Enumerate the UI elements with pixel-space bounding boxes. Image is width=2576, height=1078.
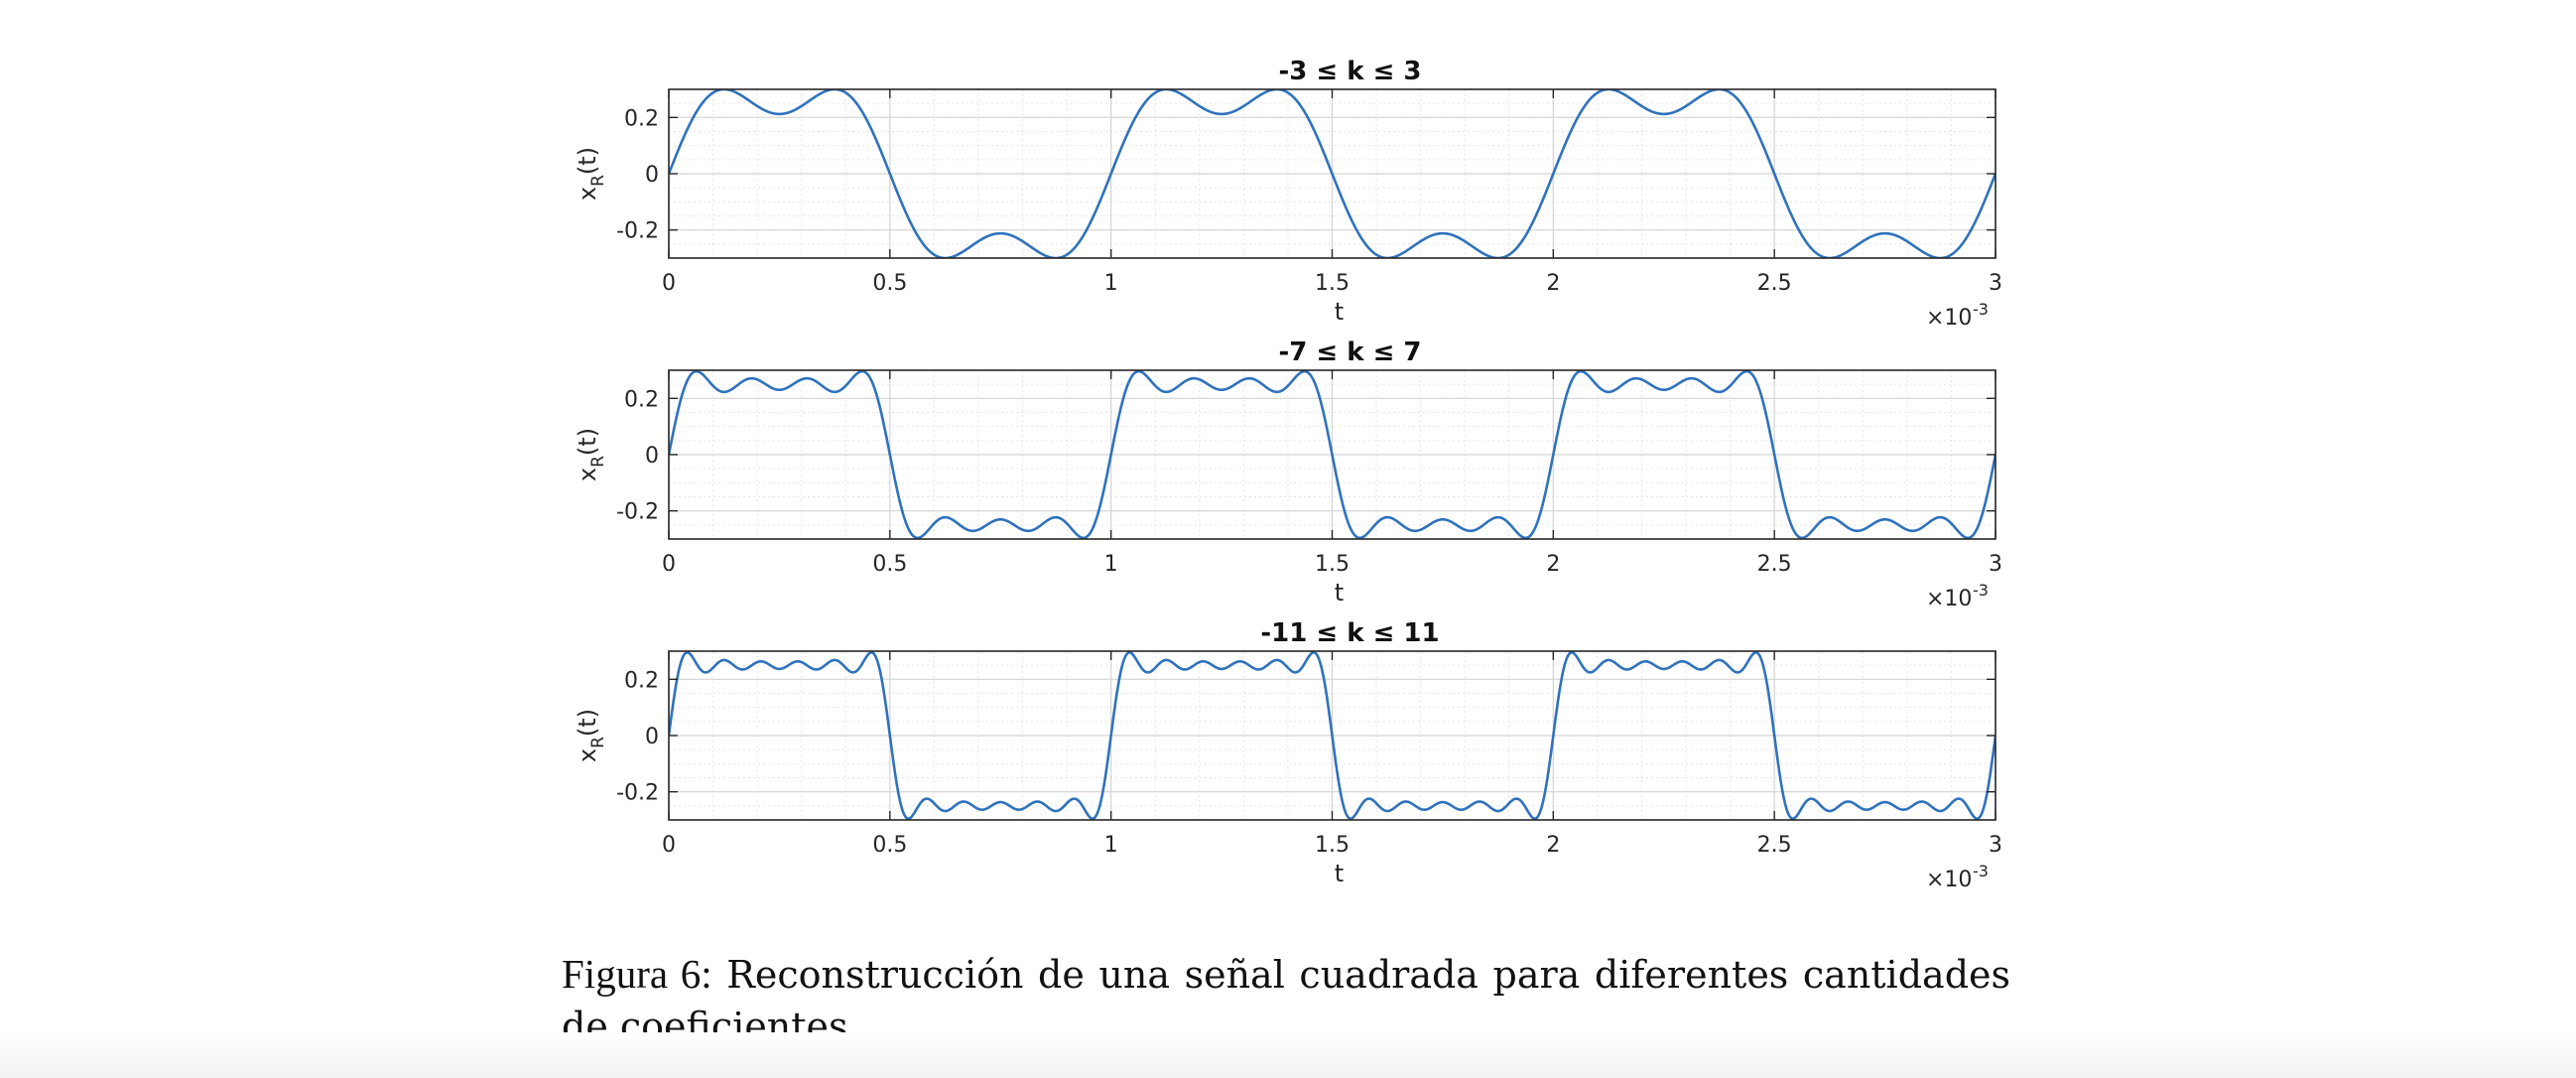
- y-axis-label-tail: (t): [574, 428, 601, 456]
- subplot-title: -3 ≤ k ≤ 3: [1278, 57, 1421, 86]
- signal-line: [669, 370, 1996, 539]
- x-exponent-label: ×10: [1926, 868, 1972, 892]
- x-exponent-value: -3: [1973, 300, 1989, 319]
- x-tick-label: 1.5: [1315, 271, 1350, 296]
- subplot-title: -7 ≤ k ≤ 7: [1278, 337, 1421, 367]
- x-tick-label: 1: [1104, 271, 1118, 296]
- x-tick-label: 0: [662, 271, 676, 296]
- subplot-2: 0 0.5 1 1.5 2 2.5 3 0.2 0 -0.2 -7 ≤ k ≤ 7 t ×10 -3 xR(…: [574, 337, 2002, 611]
- y-axis-label-tail: (t): [574, 709, 601, 737]
- y-tick-label: 0: [645, 444, 659, 469]
- y-tick-label: 0.2: [624, 106, 659, 131]
- y-axis-label: xR(t): [574, 709, 608, 762]
- signal-line: [669, 89, 1996, 258]
- page-bottom-shade: [0, 1032, 2576, 1078]
- subplot-1: 0 0.5 1 1.5 2 2.5 3 0.2 0 -0.2 -3 ≤ k ≤ 3 t ×10 -3 xR(…: [574, 57, 2002, 331]
- signal-line: [669, 651, 1996, 820]
- y-axis-label-tail: (t): [574, 147, 601, 175]
- x-tick-label: 2: [1546, 271, 1560, 296]
- y-axis-label: xR(t): [574, 147, 608, 201]
- x-tick-label: 0.5: [872, 833, 907, 858]
- x-tick-label: 0: [662, 833, 676, 858]
- y-tick-label: 0: [645, 163, 659, 188]
- x-exponent-value: -3: [1973, 581, 1989, 600]
- x-tick-label: 1.5: [1315, 833, 1350, 858]
- y-axis-label-main: x: [574, 468, 601, 481]
- y-axis-label-main: x: [574, 187, 601, 201]
- y-tick-label: 0.2: [624, 668, 659, 693]
- caption-label: Figura 6:: [562, 951, 712, 997]
- x-tick-label: 0: [662, 552, 676, 577]
- x-tick-label: 3: [1989, 552, 2002, 577]
- x-tick-label: 0.5: [872, 271, 907, 296]
- y-axis-label: xR(t): [574, 428, 608, 481]
- y-axis-label-subscript: R: [588, 175, 608, 187]
- x-axis-label: t: [1335, 298, 1344, 326]
- y-axis-label-subscript: R: [588, 456, 608, 468]
- x-exponent-label: ×10: [1926, 306, 1972, 331]
- x-tick-label: 2.5: [1757, 552, 1792, 577]
- caption-text: Reconstrucción de una señal cuadrada par…: [562, 953, 2011, 1048]
- y-tick-label: -0.2: [616, 781, 659, 806]
- x-tick-label: 1: [1104, 833, 1118, 858]
- subplot-title: -11 ≤ k ≤ 11: [1260, 618, 1439, 648]
- y-tick-label: -0.2: [616, 219, 659, 244]
- y-axis-label-main: x: [574, 748, 601, 762]
- x-tick-label: 2.5: [1757, 271, 1792, 296]
- y-tick-label: 0.2: [624, 387, 659, 412]
- x-tick-label: 3: [1989, 833, 2002, 858]
- x-tick-label: 2.5: [1757, 833, 1792, 858]
- x-axis-label: t: [1335, 579, 1344, 606]
- x-tick-label: 3: [1989, 271, 2002, 296]
- figure-caption: Figura 6: Reconstrucción de una señal cu…: [562, 948, 2010, 1052]
- x-tick-label: 2: [1546, 833, 1560, 858]
- x-exponent-value: -3: [1973, 862, 1989, 880]
- x-tick-label: 0.5: [872, 552, 907, 577]
- y-axis-label-subscript: R: [588, 737, 608, 748]
- y-tick-label: -0.2: [616, 500, 659, 525]
- x-tick-label: 1.5: [1315, 552, 1350, 577]
- x-tick-label: 2: [1546, 552, 1560, 577]
- x-exponent-label: ×10: [1926, 587, 1972, 611]
- x-tick-label: 1: [1104, 552, 1118, 577]
- x-axis-label: t: [1335, 860, 1344, 887]
- y-tick-label: 0: [645, 725, 659, 749]
- subplot-3: 0 0.5 1 1.5 2 2.5 3 0.2 0 -0.2 -11 ≤ k ≤ 11 t ×10 -3 x…: [574, 618, 2002, 892]
